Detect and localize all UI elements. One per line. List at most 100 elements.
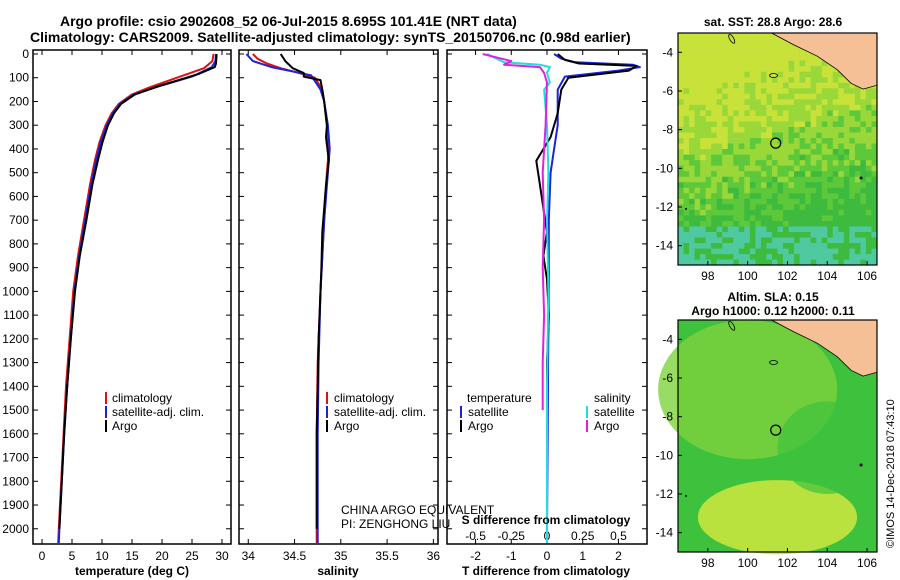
x-tick-label: -1	[506, 549, 517, 563]
sst-cell	[849, 99, 856, 106]
sst-cell	[821, 254, 828, 260]
sst-cell	[678, 215, 684, 222]
sst-cell	[683, 226, 690, 233]
sst-cell	[827, 149, 834, 155]
sst-cell	[727, 165, 734, 172]
sst-cell	[689, 187, 695, 194]
difference-legend: temperature satellite Argo salinity sate…	[460, 391, 635, 433]
difference-xlabel: T difference from climatology	[462, 564, 630, 578]
sst-cell	[832, 176, 839, 183]
sst-cell	[700, 60, 706, 67]
sst-cell	[749, 110, 756, 117]
sst-cell	[727, 88, 734, 95]
temperature-panel: 0 5 10 15 20 25 30	[33, 50, 231, 563]
sst-cell	[838, 88, 845, 95]
sst-cell	[838, 187, 845, 194]
sst-cell	[794, 232, 800, 238]
map-y-tick-label: -10	[656, 448, 674, 462]
map-x-tick-label: 106	[857, 269, 877, 283]
sst-cell	[854, 204, 861, 211]
sst-cell	[755, 176, 762, 183]
sst-cell	[849, 193, 856, 200]
sst-cell	[705, 33, 712, 39]
sst-cell	[865, 171, 872, 178]
sst-cell	[854, 198, 861, 205]
sst-cell	[700, 143, 706, 150]
sst-cell	[749, 49, 756, 56]
sst-cell	[838, 121, 845, 128]
sst-cell	[678, 143, 684, 150]
sst-cell	[700, 104, 706, 111]
sst-cell	[678, 99, 684, 106]
depth-axis: 0100200300400500600700800900100011001200…	[2, 47, 29, 536]
sst-cell	[716, 71, 723, 78]
sst-cell	[816, 132, 823, 139]
sst-cell	[705, 226, 712, 233]
sst-cell	[733, 132, 740, 139]
sst-cell	[860, 193, 867, 200]
sst-cell	[705, 209, 712, 216]
sst-cell	[777, 93, 784, 100]
sst-cell	[727, 193, 734, 200]
map-x-tick-label: 102	[777, 269, 797, 283]
sst-cell	[755, 121, 762, 128]
sst-cell	[738, 160, 745, 166]
depth-tick-label: 1600	[2, 427, 29, 441]
sst-cell	[700, 110, 706, 117]
sst-cell	[871, 259, 878, 266]
sst-cell	[805, 82, 811, 89]
sst-cell	[700, 243, 706, 249]
sst-cell	[860, 248, 867, 255]
map-y-tick-label: -4	[662, 45, 673, 59]
sst-cell	[733, 187, 740, 194]
sst-cell	[711, 220, 717, 227]
x-tick-label: 34.5	[283, 549, 307, 563]
depth-tick-label: 1700	[2, 451, 29, 465]
sst-cell	[783, 187, 789, 194]
sst-cell	[716, 187, 723, 194]
sst-cell	[843, 232, 850, 238]
sst-cell	[760, 88, 767, 95]
sst-cell	[722, 198, 729, 205]
sst-cell	[827, 71, 834, 78]
sst-cell	[838, 143, 845, 150]
sst-cell	[722, 126, 729, 133]
sst-cell	[849, 138, 856, 144]
sst-cell	[694, 160, 701, 166]
sst-cell	[766, 99, 773, 106]
sst-cell	[694, 138, 701, 144]
sst-cell	[694, 259, 701, 266]
sst-cell	[760, 143, 767, 150]
sst-cell	[711, 104, 717, 111]
sst-cell	[827, 182, 834, 189]
sst-cell	[849, 248, 856, 255]
sst-cell	[700, 38, 706, 45]
sst-cell	[749, 149, 756, 155]
sst-cell	[854, 220, 861, 227]
sst-cell	[832, 143, 839, 150]
sst-cell	[871, 176, 878, 183]
sst-cell	[805, 193, 811, 200]
sst-cell	[771, 115, 778, 122]
sst-cell	[716, 182, 723, 189]
sst-cell	[694, 165, 701, 172]
sst-cell	[694, 193, 701, 200]
sst-cell	[771, 237, 778, 244]
sst-cell	[722, 176, 729, 183]
sst-cell	[783, 226, 789, 233]
sst-cell	[683, 149, 690, 155]
sst-cell	[711, 38, 717, 45]
sst-cell	[711, 226, 717, 233]
sst-cell	[733, 176, 740, 183]
sst-cell	[832, 182, 839, 189]
sst-cell	[810, 248, 817, 255]
sst-cell	[755, 132, 762, 139]
sst-cell	[700, 193, 706, 200]
sst-cell	[705, 243, 712, 249]
sst-cell	[788, 171, 795, 178]
sst-cell	[832, 198, 839, 205]
sst-cell	[816, 93, 823, 100]
sst-cell	[689, 33, 695, 39]
map-x-tick-label: 98	[701, 269, 715, 283]
sst-cell	[705, 60, 712, 67]
